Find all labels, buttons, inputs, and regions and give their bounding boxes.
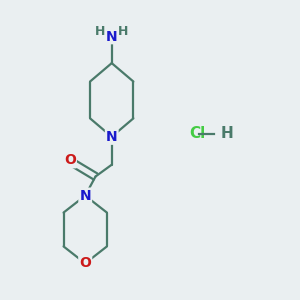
Text: N: N — [106, 130, 118, 144]
Text: H: H — [95, 25, 106, 38]
Text: Cl: Cl — [190, 126, 206, 141]
Text: H: H — [118, 25, 128, 38]
Text: O: O — [64, 153, 76, 167]
Text: H: H — [221, 126, 233, 141]
Text: N: N — [80, 189, 91, 202]
Text: N: N — [106, 30, 118, 44]
Text: O: O — [79, 256, 91, 270]
